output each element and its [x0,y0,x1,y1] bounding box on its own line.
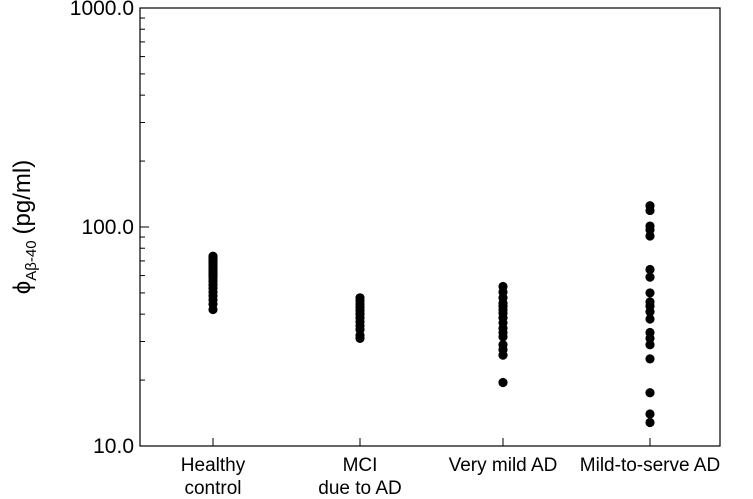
data-point [498,340,508,350]
plot-frame [139,7,721,447]
data-point [645,388,655,398]
y-tick-label: 10.0 [93,435,134,458]
data-point [645,264,655,275]
data-point [645,221,655,231]
category-label-line: Very mild AD [449,455,558,476]
y-axis-label: ϕAβ-40 (pg/ml) [9,160,40,294]
x-axis-ticks [212,438,651,446]
data-point [498,377,508,388]
data-points [208,201,655,428]
data-point [645,340,655,350]
y-label-unit: (pg/ml) [9,160,36,235]
category-label-line: Healthy [181,455,246,476]
data-point [645,297,655,307]
y-label-subscript: Aβ-40 [23,240,40,280]
y-tick-label: 1000.0 [70,0,134,20]
y-axis-ticks [140,7,149,447]
data-point [645,327,655,338]
x-axis-category-labels: Healthy control MCI due to AD Very mild AD Mi… [181,455,720,499]
data-point [645,314,655,324]
y-label-symbol: ϕ [9,281,36,294]
data-point [208,251,218,261]
data-point [355,293,365,303]
y-axis-tick-labels: 10.0 100.0 1000.0 [70,0,134,458]
category-label: MCI due to AD [318,455,401,499]
data-point [645,288,655,298]
category-label: Healthy control [181,455,246,499]
y-tick-label: 100.0 [81,216,134,239]
data-point [498,281,508,292]
data-point [645,417,655,428]
data-point [645,409,655,419]
category-label-line: control [184,478,241,499]
category-label: Very mild AD [449,455,558,476]
category-label-line: due to AD [318,478,401,499]
data-point [645,354,655,364]
data-point [645,272,655,282]
category-label-line: Mild-to-serve AD [580,455,720,476]
category-label-line: MCI [343,455,378,476]
category-label: Mild-to-serve AD [580,455,720,476]
data-point [645,201,655,211]
